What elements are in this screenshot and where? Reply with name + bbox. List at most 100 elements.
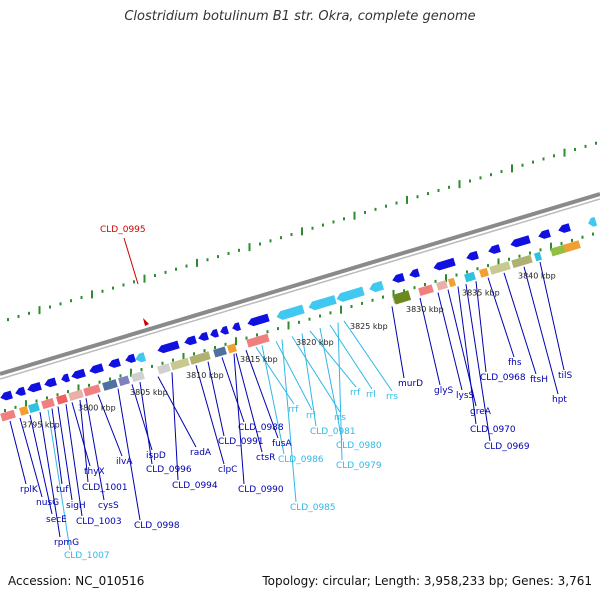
kbp-label: 3830 kbp [406, 305, 444, 314]
gene-label: CLD_0991 [218, 437, 264, 447]
cds-arrow [392, 273, 405, 283]
leader-line [9, 420, 27, 485]
gene-label: rrs [334, 413, 346, 423]
gene-label: nusG [36, 498, 59, 508]
gene-label: glyS [434, 386, 454, 396]
gene-label: ctsR [256, 453, 275, 463]
cds-arrow [125, 353, 136, 363]
gene-label: CLD_1001 [82, 483, 128, 493]
leader-line [275, 340, 313, 411]
leader-line [57, 406, 73, 501]
cog-block [83, 384, 101, 397]
leader-line [85, 398, 105, 501]
cog-block [28, 402, 40, 414]
map-title: Clostridium botulinum B1 str. Okra, comp… [124, 9, 476, 24]
cds-arrow [27, 381, 42, 393]
cog-block [447, 277, 457, 288]
cog-block [246, 333, 270, 348]
cds-arrow [210, 328, 219, 338]
leader-line [487, 277, 515, 358]
cog-block [189, 351, 211, 365]
gene-label: CLD_0980 [336, 441, 382, 451]
gene-label: tuf [56, 485, 69, 495]
gene-label: rrf [288, 405, 299, 415]
gene-label: CLD_0990 [238, 485, 284, 495]
highlight-marker: CLD_0995 [100, 225, 149, 326]
leader-line [235, 353, 263, 453]
leader-line [281, 339, 297, 503]
leader-line [503, 272, 537, 375]
gene-label: CLD_0986 [278, 455, 324, 465]
leader-line [195, 365, 225, 465]
cog-block [464, 271, 476, 283]
gene-label: CLD_0970 [470, 425, 516, 435]
tick-marks [4, 141, 597, 412]
leader-line [475, 281, 487, 373]
cog-block [68, 389, 84, 402]
leader-line [291, 336, 341, 413]
gene-label: CLD_0969 [484, 442, 530, 452]
gene-label: CLD_0979 [336, 461, 382, 471]
cog-block [227, 343, 237, 354]
leader-line [261, 345, 285, 455]
gene-label: rrl [366, 390, 376, 400]
cds-arrow [308, 295, 337, 311]
cog-block [170, 357, 190, 371]
leader-line [19, 417, 43, 498]
kbp-label: 3805 kbp [130, 388, 168, 397]
kbp-label: 3820 kbp [296, 338, 334, 347]
gene-label: CLD_0985 [290, 503, 336, 513]
gene-label: rrs [386, 392, 398, 402]
cog-block [19, 405, 29, 416]
cog-block [489, 261, 511, 275]
kbp-label: 3825 kbp [350, 322, 388, 331]
cog-block [479, 267, 489, 278]
cds-arrow [44, 377, 57, 388]
gene-label: lysS [456, 391, 475, 401]
kbp-label: 3810 kbp [186, 371, 224, 380]
cog-block [41, 398, 55, 410]
leader-line [255, 346, 295, 405]
cog-block [418, 284, 434, 297]
gene-label: radA [190, 448, 212, 458]
gene-label: cysS [98, 501, 119, 511]
leader-line [221, 357, 245, 423]
gene-label: fhs [508, 358, 522, 368]
leader-line [245, 350, 279, 439]
cog-block [511, 254, 533, 269]
cds-arrow [510, 235, 531, 248]
highlight-leader [123, 237, 139, 285]
cog-block [213, 346, 227, 358]
gene-label: rpmG [54, 538, 79, 548]
cds-arrow [220, 325, 229, 335]
cds-arrow [369, 280, 384, 293]
cds-arrow [558, 223, 571, 233]
gene-label: CLD_0996 [146, 465, 192, 475]
gene-label: secE [46, 515, 67, 525]
cds-arrow [433, 257, 456, 271]
leader-line [419, 297, 441, 386]
cds-arrow [336, 286, 365, 302]
leader-line [207, 361, 225, 437]
kbp-tick-labels: 3795 kbp 3800 kbp 3805 kbp 3810 kbp 3815 kbp… [22, 272, 556, 430]
leader-line [51, 408, 63, 485]
leader-line [309, 330, 357, 388]
gene-label: rplK [20, 485, 39, 495]
gene-label: rrl [306, 411, 316, 421]
leader-line [437, 292, 463, 391]
leader-line [523, 266, 559, 395]
gene-label: CLD_0998 [134, 521, 180, 531]
label-leader-lines [9, 261, 565, 551]
gene-label: ftsH [530, 375, 548, 385]
leader-line [29, 414, 53, 515]
kbp-label: 3835 kbp [462, 288, 500, 297]
leader-line [539, 261, 565, 371]
cds-arrow [15, 386, 26, 396]
cds-arrow [466, 250, 479, 261]
leader-line [97, 394, 123, 457]
cog-block [131, 371, 145, 383]
leader-line [157, 376, 197, 448]
cds-arrow [135, 352, 147, 363]
cds-arrow [198, 331, 209, 341]
kbp-label: 3815 kbp [240, 355, 278, 364]
